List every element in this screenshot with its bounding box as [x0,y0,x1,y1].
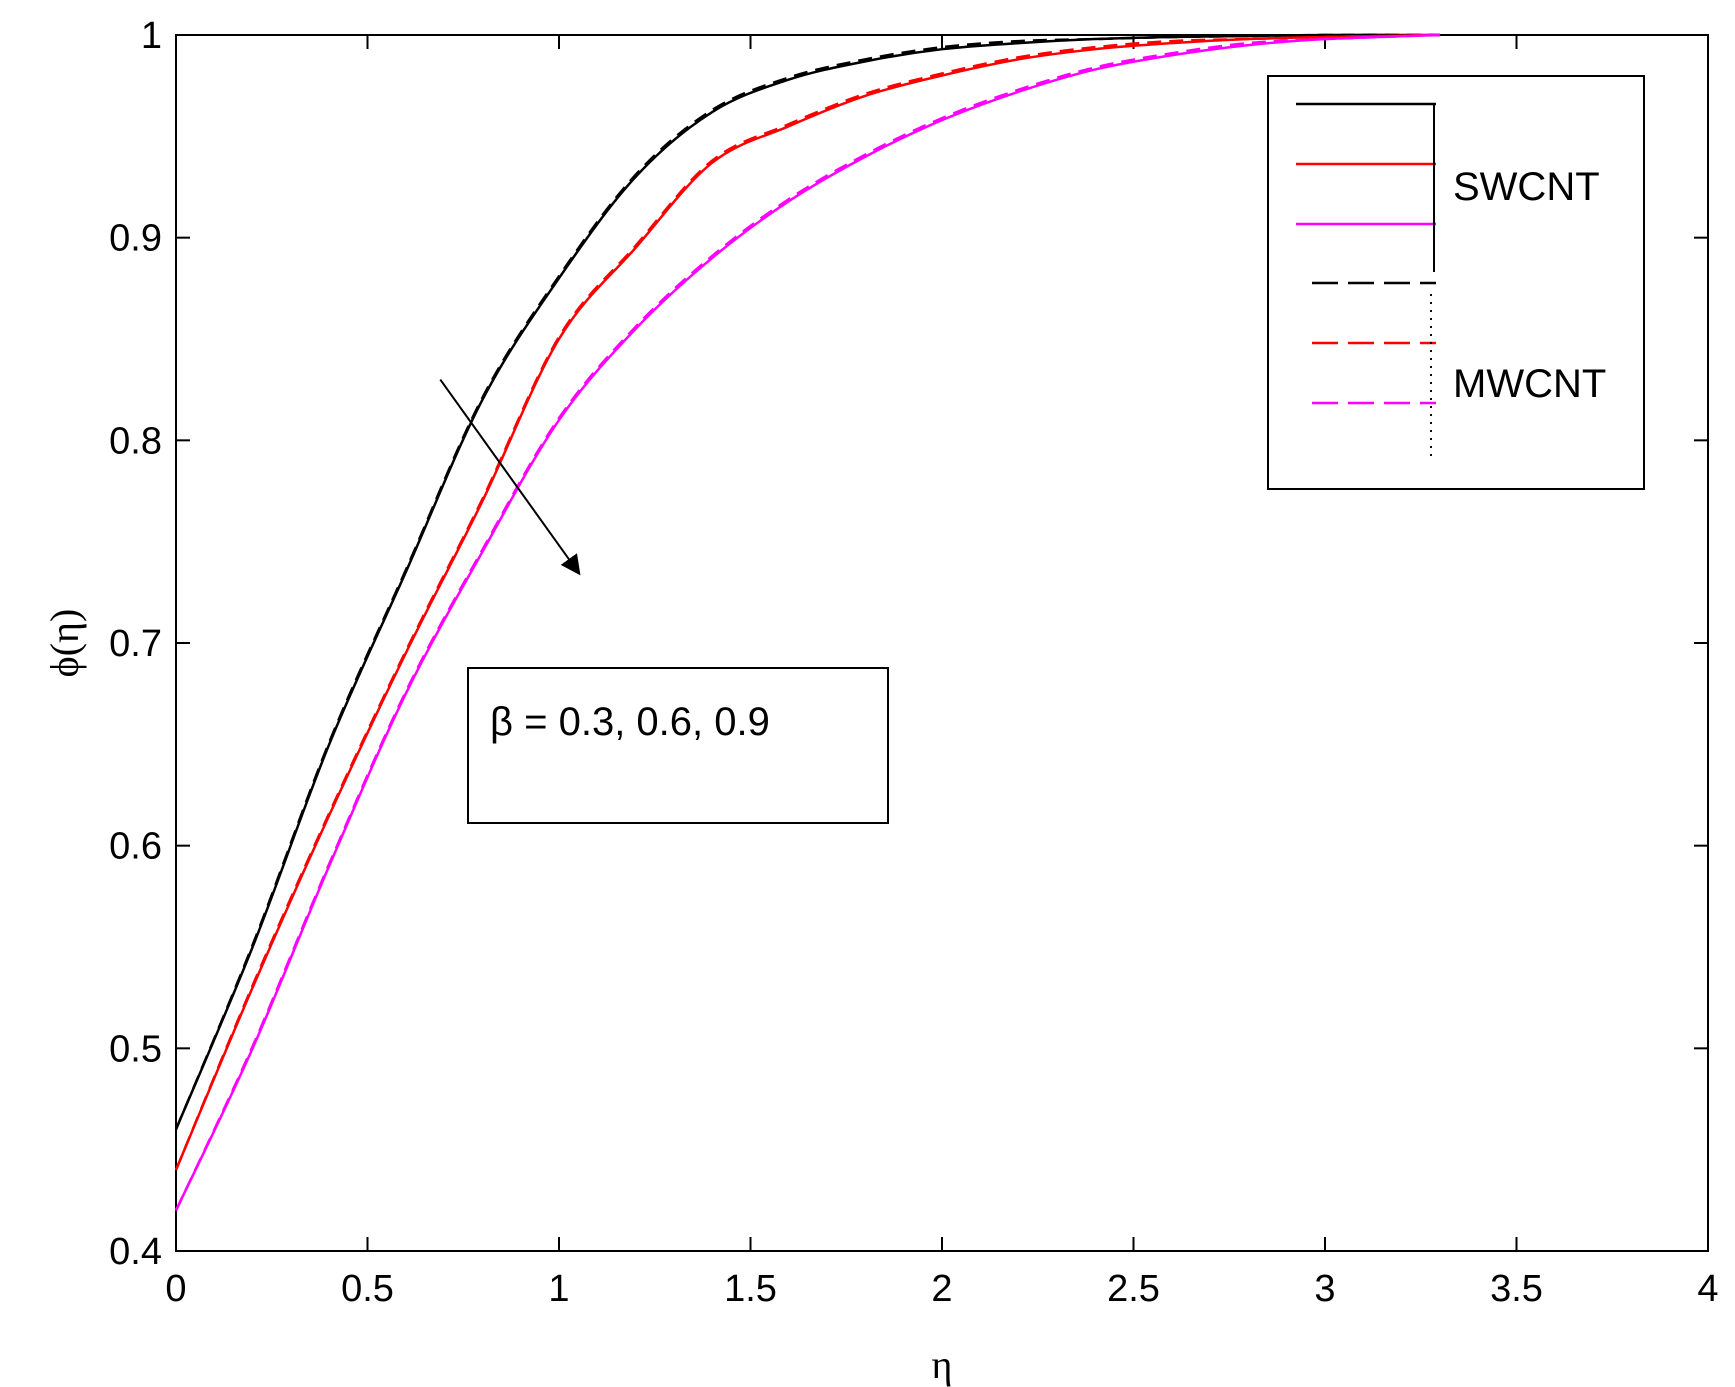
annotation-arrow [439,378,581,576]
annotation-box [467,667,889,824]
legend: SWCNT MWCNT [1267,75,1645,490]
legend-label-mwcnt: MWCNT [1453,362,1606,406]
y-tick-label: 0.5 [109,1028,162,1070]
y-tick-label: 1 [141,15,162,57]
legend-label-swcnt: SWCNT [1453,165,1600,209]
y-tick-label: 0.7 [109,623,162,665]
x-tick-label: 0.5 [341,1268,394,1310]
series-line-1 [174,33,1440,1130]
x-axis-label: η [932,1342,953,1387]
y-tick-label: 0.4 [109,1231,162,1273]
series-line-5 [174,33,1440,1211]
x-tick-label: 0 [165,1268,186,1310]
annotation-text: β = 0.3, 0.6, 0.9 [490,700,770,744]
y-axis-label: ϕ(η) [42,609,87,678]
x-tick-label: 3.5 [1490,1268,1543,1310]
x-tick-label: 2 [931,1268,952,1310]
x-tick-label: 4 [1697,1268,1718,1310]
y-tick-label: 0.6 [109,826,162,868]
series-layer [174,33,1440,1212]
series-line-3 [174,33,1440,1171]
series-line-4 [174,33,1440,1212]
x-tick-label: 1.5 [724,1268,777,1310]
x-tick-label: 1 [548,1268,569,1310]
y-tick-label: 0.8 [109,420,162,462]
legend-lines [1296,102,1436,405]
annotation: β = 0.3, 0.6, 0.9 [439,378,889,824]
y-tick-label: 0.9 [109,218,162,260]
x-tick-label: 2.5 [1107,1268,1160,1310]
x-tick-label: 3 [1314,1268,1335,1310]
axis-tick-labels: 0 0.5 1 1.5 2 2.5 3 3.5 4 0.4 0.5 0.6 0.7 0.8 0.9 1 [109,15,1718,1310]
